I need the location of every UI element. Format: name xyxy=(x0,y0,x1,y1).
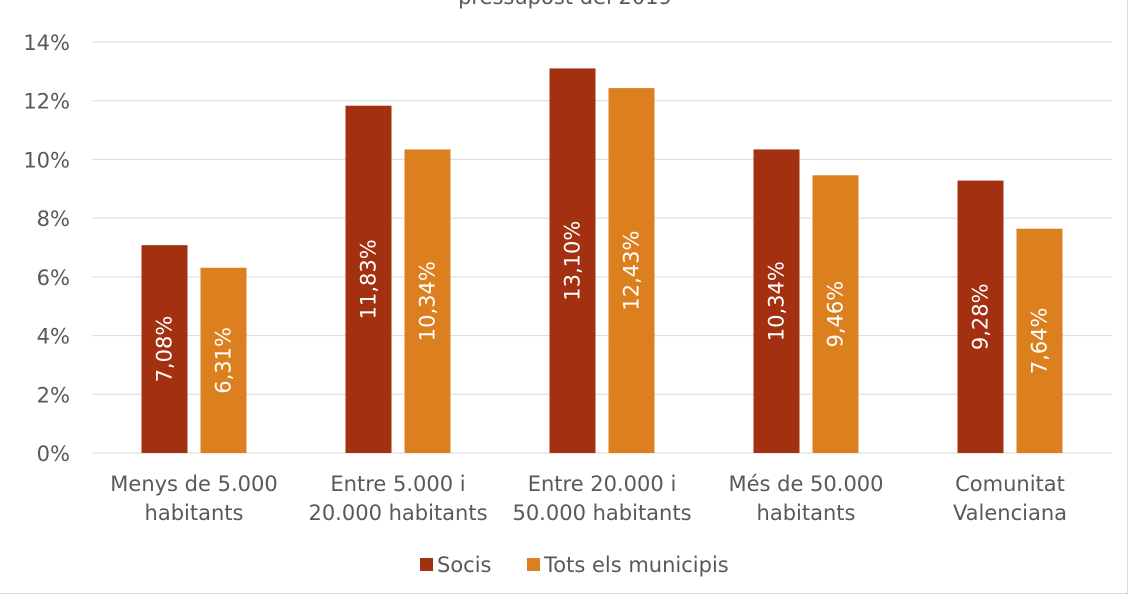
data-label: 11,83% xyxy=(357,239,381,319)
data-label: 10,34% xyxy=(765,261,789,341)
data-label: 13,10% xyxy=(561,221,585,301)
data-label: 7,64% xyxy=(1028,307,1052,374)
bar xyxy=(345,105,392,453)
x-category-label: 50.000 habitants xyxy=(512,501,691,525)
data-label: 6,31% xyxy=(212,327,236,394)
x-category-label: Menys de 5.000 xyxy=(110,472,277,496)
data-label: 12,43% xyxy=(620,231,644,311)
chart-title: pressupost del 2019 xyxy=(458,0,672,9)
data-label: 9,28% xyxy=(969,283,993,350)
x-axis-category-labels: Menys de 5.000 habitants Entre 5.000 i 20.0… xyxy=(110,472,1067,525)
bar xyxy=(753,149,800,453)
legend-swatch xyxy=(420,558,433,571)
bar xyxy=(812,175,859,453)
x-category-label: habitants xyxy=(145,501,244,525)
y-tick-label: 4% xyxy=(37,325,70,349)
legend-swatch xyxy=(527,558,540,571)
data-labels: 7,08% 6,31% 11,83% 10,34% 13,10% 12,43% 10,34%… xyxy=(153,221,1052,394)
bars xyxy=(141,68,1063,454)
bar xyxy=(200,267,247,453)
y-tick-label: 12% xyxy=(23,90,70,114)
x-category-label: Comunitat xyxy=(955,472,1065,496)
y-tick-label: 14% xyxy=(23,31,70,55)
x-category-label: Més de 50.000 xyxy=(728,472,883,496)
gridlines xyxy=(92,41,1112,454)
legend-label: Socis xyxy=(437,553,492,577)
x-category-label: Entre 5.000 i xyxy=(330,472,465,496)
bar xyxy=(1016,228,1063,453)
y-tick-label: 10% xyxy=(23,148,70,172)
bar xyxy=(549,68,596,454)
y-tick-label: 8% xyxy=(37,207,70,231)
legend: Socis Tots els municipis xyxy=(420,553,729,577)
bar xyxy=(141,245,188,453)
legend-label: Tots els municipis xyxy=(543,553,729,577)
bar xyxy=(957,180,1004,453)
y-axis-tick-labels: 0% 2% 4% 6% 8% 10% 12% 14% xyxy=(23,31,70,466)
y-tick-label: 0% xyxy=(37,442,70,466)
x-category-label: Entre 20.000 i xyxy=(528,472,677,496)
bar xyxy=(404,149,451,453)
x-category-label: 20.000 habitants xyxy=(308,501,487,525)
data-label: 7,08% xyxy=(153,316,177,383)
y-tick-label: 2% xyxy=(37,383,70,407)
data-label: 10,34% xyxy=(416,261,440,341)
y-tick-label: 6% xyxy=(37,266,70,290)
x-category-label: Valenciana xyxy=(953,501,1067,525)
data-label: 9,46% xyxy=(824,281,848,348)
x-category-label: habitants xyxy=(757,501,856,525)
bar xyxy=(608,88,655,454)
